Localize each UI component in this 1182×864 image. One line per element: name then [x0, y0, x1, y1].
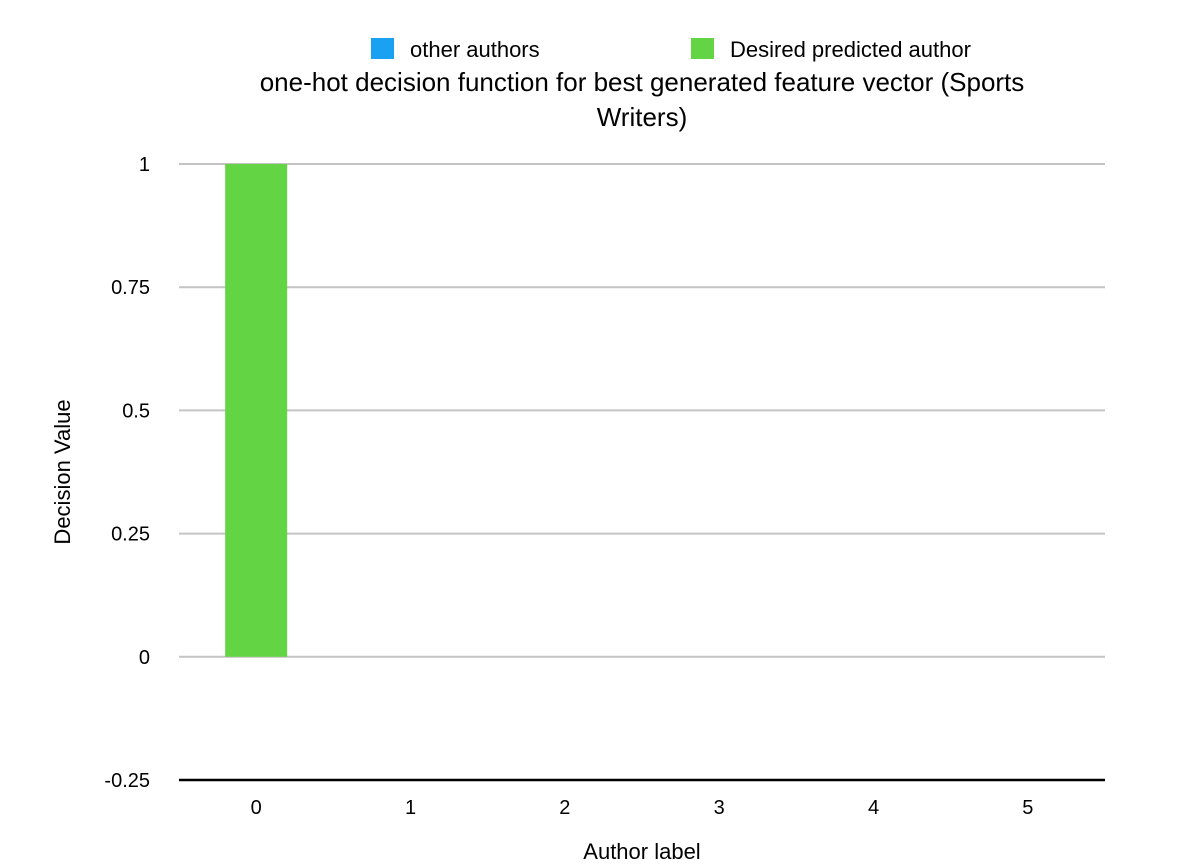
- chart-title-line-1: one-hot decision function for best gener…: [260, 67, 1025, 97]
- legend-swatch-desired-predicted-author: [691, 38, 714, 59]
- x-tick-label: 4: [868, 797, 879, 819]
- x-tick-label: 3: [714, 797, 725, 819]
- legend: other authors Desired predicted author: [371, 37, 971, 62]
- x-axis-ticks: 0 1 2 3 4 5: [251, 797, 1034, 819]
- x-tick-label: 0: [251, 797, 262, 819]
- legend-swatch-other-authors: [371, 38, 394, 59]
- y-tick-label: 0.5: [122, 400, 150, 422]
- bar-desired-predicted-author-0: [225, 164, 288, 657]
- chart-title-line-2: Writers): [597, 102, 688, 132]
- y-tick-label: -0.25: [104, 770, 150, 792]
- y-tick-label: 0.25: [111, 524, 150, 546]
- y-axis-label: Decision Value: [50, 399, 75, 544]
- legend-label-other-authors: other authors: [410, 37, 540, 62]
- x-axis-label: Author label: [583, 839, 700, 864]
- gridlines: [179, 163, 1105, 782]
- legend-label-desired-predicted-author: Desired predicted author: [730, 37, 971, 62]
- y-tick-label: 0.75: [111, 277, 150, 299]
- x-tick-label: 2: [559, 797, 570, 819]
- y-axis-ticks: -0.25 0 0.25 0.5 0.75 1: [104, 154, 150, 792]
- bars: [225, 164, 288, 657]
- x-tick-label: 5: [1022, 797, 1033, 819]
- x-tick-label: 1: [405, 797, 416, 819]
- y-tick-label: 1: [139, 154, 150, 176]
- y-tick-label: 0: [139, 647, 150, 669]
